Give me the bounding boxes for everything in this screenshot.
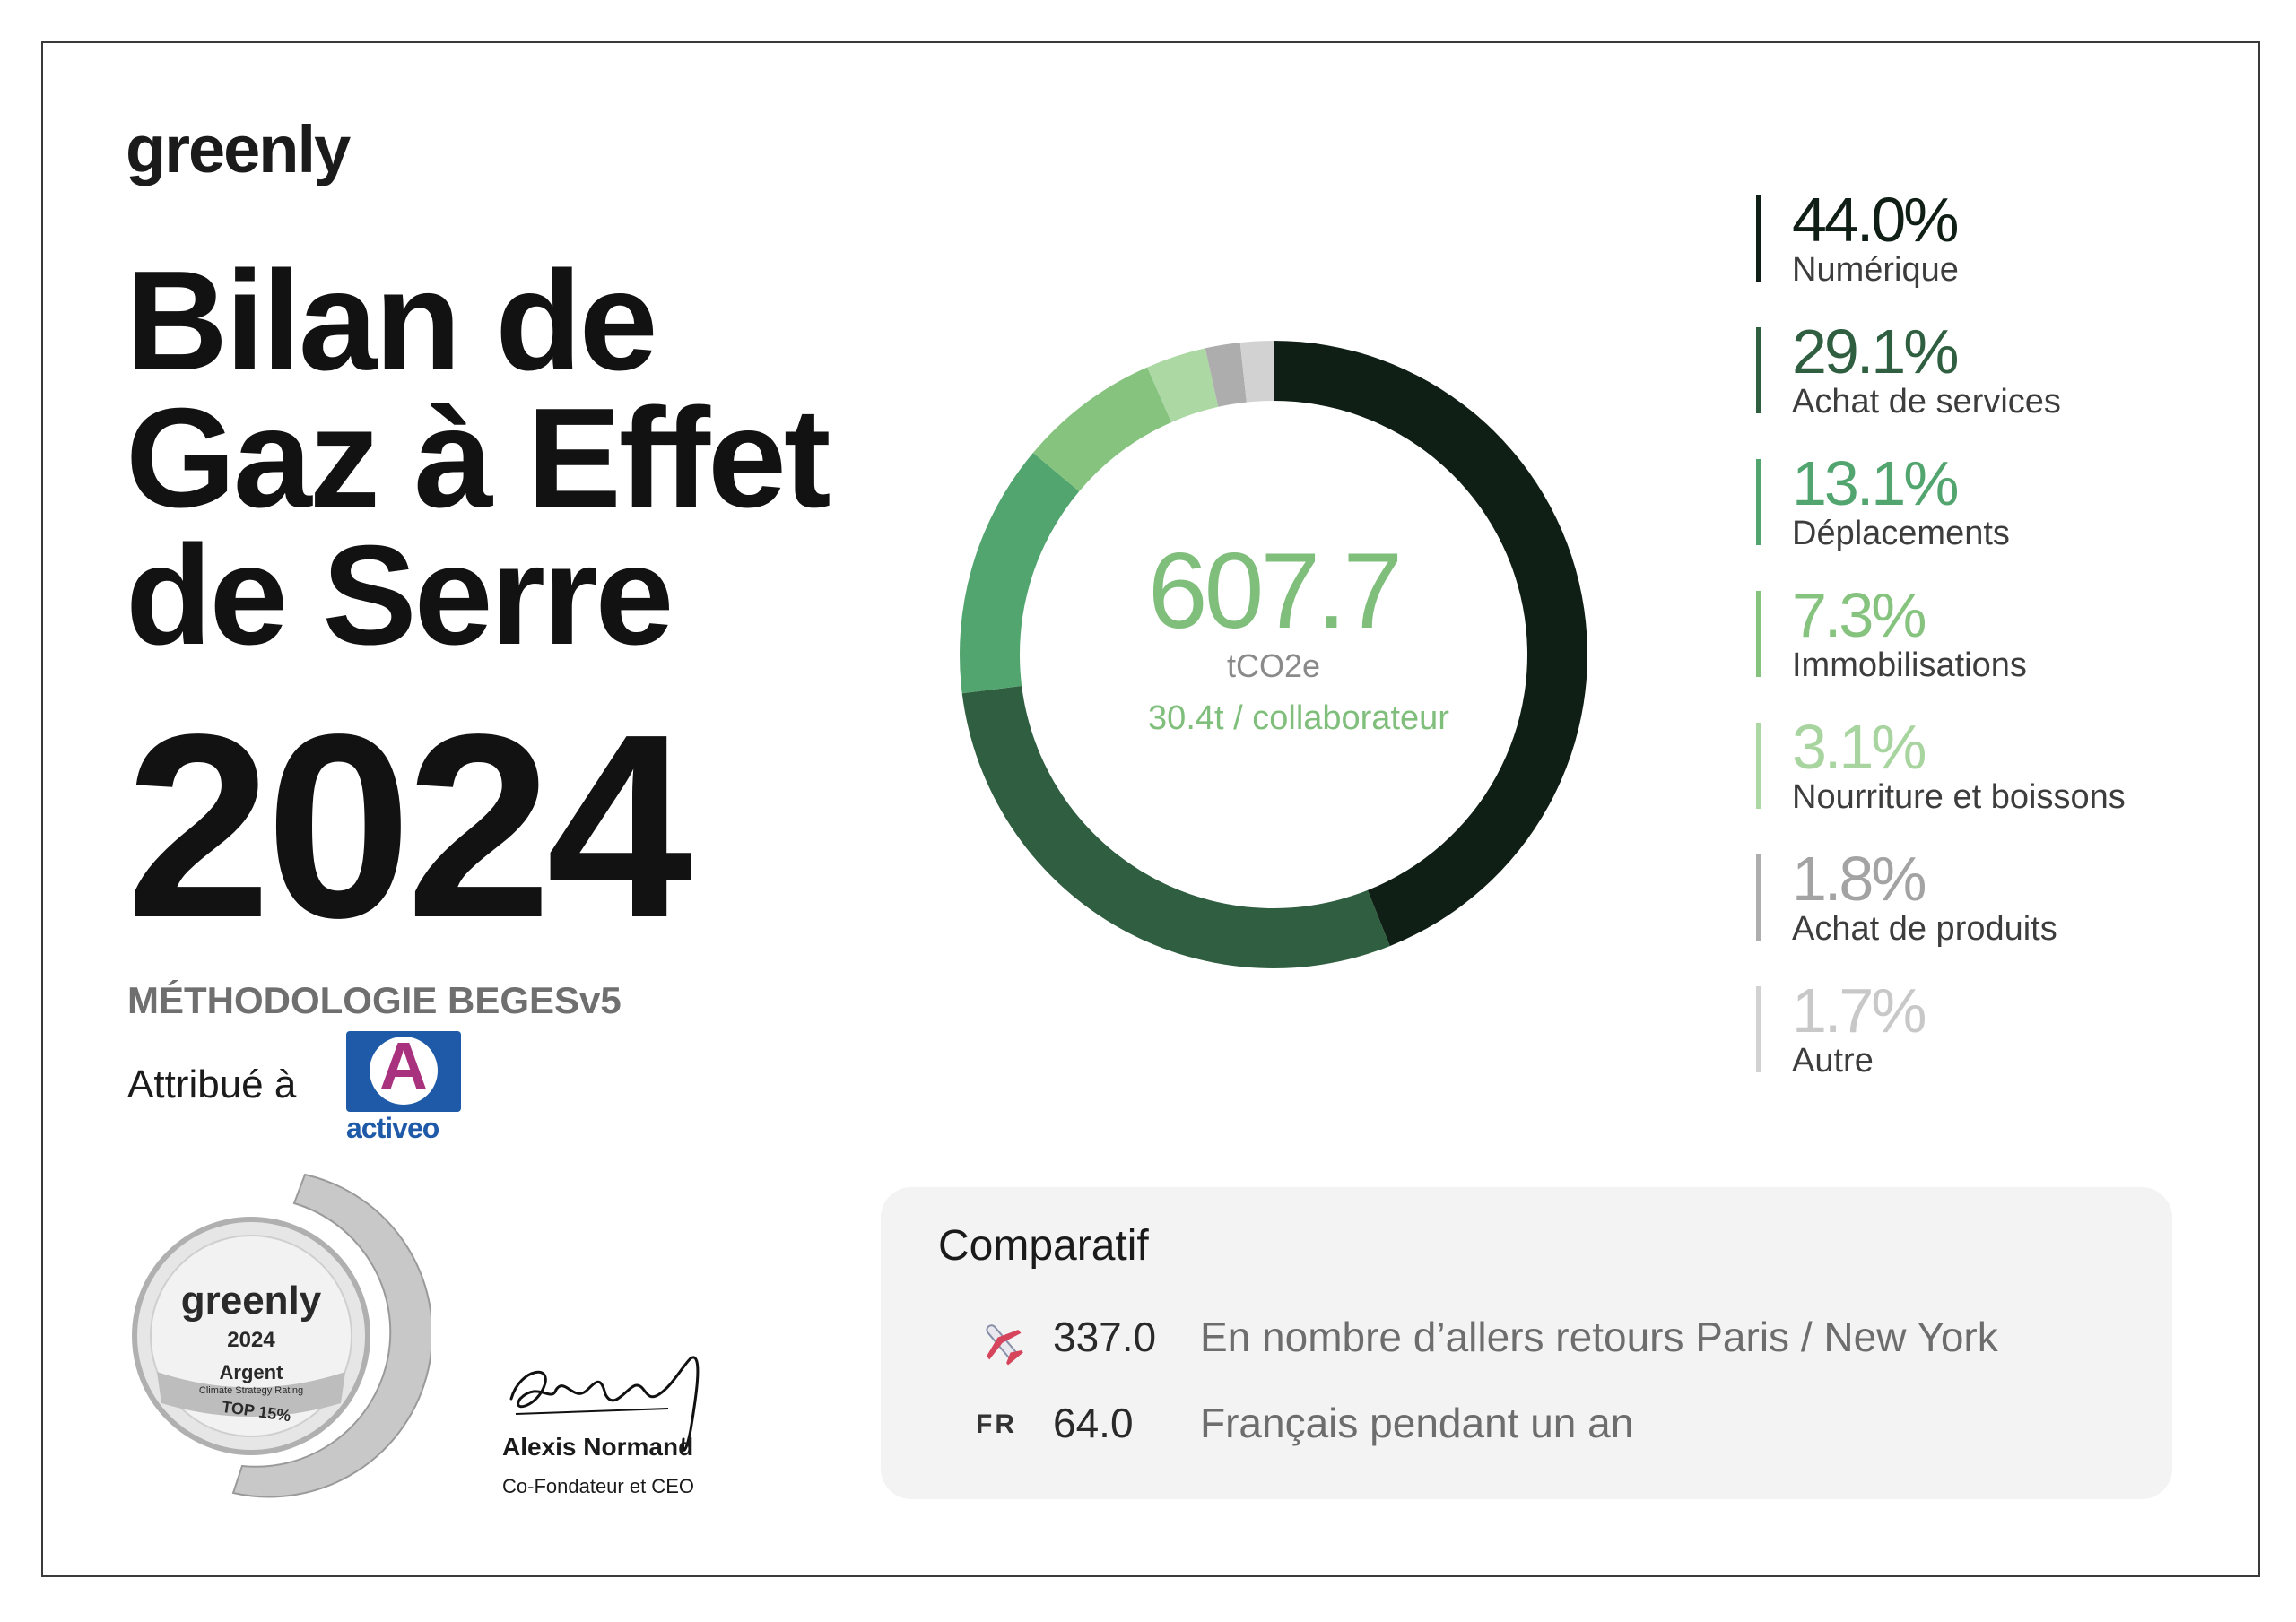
comparison-row-flights: 337.0 En nombre d’allers retours Paris /…: [881, 1313, 2172, 1375]
activeo-logo-word: activeo: [346, 1112, 439, 1144]
total-emissions-unit: tCO2e: [1227, 647, 1320, 684]
comparison-panel: Comparatif 337.0 En nombre d’allers reto…: [881, 1187, 2172, 1499]
legend-swatch: [1756, 986, 1761, 1072]
legend-label: Achat de produits: [1792, 910, 2057, 948]
ceo-signature: [509, 1356, 700, 1452]
comparison-row-french: FR 64.0 Français pendant un an: [881, 1399, 2172, 1462]
activeo-logo: A activeo: [343, 1031, 465, 1144]
legend-value: 29.1%: [1792, 317, 1959, 386]
comparison-french-label: Français pendant un an: [1200, 1400, 1634, 1446]
signer-role: Co-Fondateur et CEO: [502, 1475, 694, 1497]
legend-label: Immobilisations: [1792, 646, 2027, 684]
legend-value: 1.8%: [1792, 844, 1927, 914]
medal-rating: Climate Strategy Rating: [199, 1385, 303, 1396]
donut-slice-5: [1205, 342, 1247, 407]
page-title: Bilan de Gaz à Effet de Serre: [126, 242, 831, 674]
report-year: 2024: [126, 680, 692, 972]
emissions-donut-chart: 607.7 tCO2e 30.4t / collaborateur: [960, 341, 1587, 968]
airplane-icon: [986, 1324, 1023, 1366]
legend-label: Achat de services: [1792, 383, 2061, 421]
comparison-flights-value: 337.0: [1053, 1314, 1157, 1360]
medal-level: Argent: [220, 1361, 284, 1383]
donut-slice-4: [1147, 348, 1219, 422]
legend-value: 7.3%: [1792, 580, 1927, 650]
attribution-label: Attribué à: [127, 1063, 297, 1106]
legend-swatch: [1756, 459, 1761, 545]
emissions-per-employee: 30.4t / collaborateur: [1148, 699, 1449, 737]
legend-swatch: [1756, 195, 1761, 282]
legend-label: Nourriture et boissons: [1792, 778, 2126, 816]
legend-label: Numérique: [1792, 251, 1959, 289]
comparison-flights-label: En nombre d’allers retours Paris / New Y…: [1200, 1314, 1998, 1360]
donut-slice-0: [1274, 341, 1587, 947]
donut-slice-1: [961, 685, 1390, 968]
legend-value: 3.1%: [1792, 712, 1927, 782]
donut-slice-2: [960, 452, 1080, 694]
methodology-label: MÉTHODOLOGIE BEGESv5: [127, 979, 622, 1021]
legend-value: 13.1%: [1792, 448, 1959, 518]
climate-rating-medal: greenly 2024 Argent Climate Strategy Rat…: [132, 1173, 430, 1498]
medal-brand: greenly: [181, 1279, 322, 1323]
logo-text: greenly: [126, 112, 351, 186]
total-emissions-value: 607.7: [1148, 531, 1399, 651]
activeo-logo-letter: A: [379, 1028, 428, 1103]
title-line-3: de Serre: [126, 516, 674, 674]
donut-slice-3: [1032, 367, 1172, 492]
legend-swatch: [1756, 723, 1761, 809]
title-line-2: Gaz à Effet: [126, 379, 831, 537]
title-line-1: Bilan de: [126, 242, 658, 400]
comparison-french-value: 64.0: [1053, 1400, 1134, 1446]
donut-slice-6: [1239, 341, 1274, 403]
greenly-logo: greenly: [126, 117, 351, 183]
legend-label: Autre: [1792, 1042, 1874, 1080]
signer-name: Alexis Normand: [502, 1433, 694, 1461]
legend-label: Déplacements: [1792, 515, 2010, 552]
legend-swatch: [1756, 591, 1761, 677]
legend-swatch: [1756, 854, 1761, 941]
comparison-title: Comparatif: [938, 1222, 1149, 1270]
legend-value: 1.7%: [1792, 976, 1927, 1045]
legend-value: 44.0%: [1792, 185, 1959, 255]
medal-year: 2024: [227, 1328, 275, 1352]
legend-swatch: [1756, 327, 1761, 413]
certificate-frame: [41, 41, 2260, 1577]
france-flag-icon: FR: [976, 1409, 1017, 1439]
